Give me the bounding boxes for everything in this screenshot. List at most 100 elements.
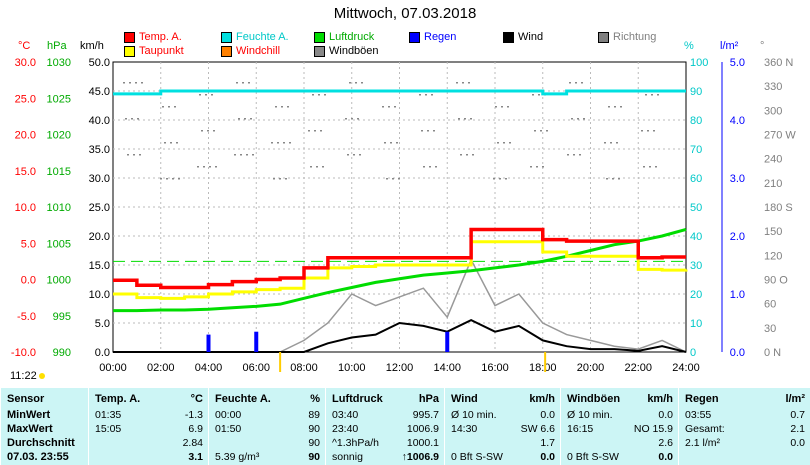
stats-cell-value: NO 15.9 (633, 423, 673, 435)
legend-label: Taupunkt (139, 45, 184, 57)
wind-axis-unit: km/h (80, 40, 104, 52)
direction-point (655, 166, 657, 168)
direction-point (388, 106, 390, 108)
stats-cell-value: ↑1006.9 (401, 451, 439, 463)
x-tick-label: 16:00 (481, 362, 509, 374)
pressure-tick-label: 990 (53, 347, 71, 359)
pressure-axis-unit: hPa (47, 40, 67, 52)
direction-tick-label: 330 (764, 81, 782, 93)
stats-column: Feuchte A.% 00:00 89 01:50 90 90 5.39 g/m³ 90 (208, 388, 326, 465)
temp-tick-label: 10.0 (15, 202, 36, 214)
temp-tick-label: -10.0 (11, 347, 36, 359)
pressure-tick-label: 1030 (47, 57, 71, 69)
stats-cell-label: 15:05 (95, 423, 122, 435)
direction-point (569, 82, 571, 84)
direction-point (575, 82, 577, 84)
direction-point (240, 154, 242, 156)
x-tick-label: 10:00 (338, 362, 366, 374)
direction-point (472, 154, 474, 156)
temp-axis-unit: °C (18, 40, 31, 52)
temp-tick-label: -5.0 (17, 311, 36, 323)
stats-row: 2.84 (89, 436, 209, 450)
legend-label: Richtung (613, 31, 657, 43)
direction-point (355, 82, 357, 84)
direction-point (215, 166, 217, 168)
direction-point (618, 178, 620, 180)
direction-point (425, 94, 427, 96)
direction-point (431, 94, 433, 96)
direction-point (573, 154, 575, 156)
x-tick-label: 18:00 (529, 362, 557, 374)
direction-point (351, 118, 353, 120)
stats-cell-value: 2.1 (790, 423, 805, 435)
stats-cell-value: 89 (308, 409, 320, 421)
direction-point (213, 130, 215, 132)
wind-tick-label: 45.0 (89, 86, 110, 98)
stats-cell-value: 2.6 (658, 437, 673, 449)
direction-point (162, 106, 164, 108)
direction-tick-label: 150 (764, 226, 782, 238)
direction-point (199, 94, 201, 96)
x-tick-label: 24:00 (672, 362, 700, 374)
direction-tick-label: 300 (764, 105, 782, 117)
humidity-axis-unit: % (684, 40, 694, 52)
stats-header: Regen (685, 393, 719, 405)
direction-point (384, 142, 386, 144)
direction-point (359, 154, 361, 156)
stats-row: sonnig ↑1006.9 (326, 450, 445, 464)
direction-tick-label: 180 S (764, 202, 793, 214)
rain-axis-unit: l/m² (720, 40, 739, 52)
direction-point (129, 82, 131, 84)
legend-label: Temp. A. (139, 31, 182, 43)
stats-header-row: Wind km/h (445, 392, 561, 406)
direction-point (427, 130, 429, 132)
x-tick-label: 14:00 (433, 362, 461, 374)
direction-point (279, 178, 281, 180)
stats-header-row: Temp. A. °C (89, 392, 209, 406)
direction-point (501, 106, 503, 108)
direction-point (616, 142, 618, 144)
stats-row: 0 Bft S-SW 0.0 (445, 450, 561, 464)
stats-row: 0 Bft S-SW 0.0 (561, 450, 679, 464)
stats-cell-value: 0.0 (658, 451, 673, 463)
direction-point (164, 142, 166, 144)
direction-point (577, 118, 579, 120)
rain-tick-label: 3.0 (730, 173, 745, 185)
rain-tick-label: 1.0 (730, 289, 745, 301)
direction-point (497, 142, 499, 144)
rain-tick-label: 4.0 (730, 115, 745, 127)
stats-cell-label: Gesamt: (685, 423, 725, 435)
direction-point (287, 106, 289, 108)
stats-cell-value: 6.9 (188, 423, 203, 435)
direction-point (614, 106, 616, 108)
series-line-luftdruck (113, 228, 687, 313)
stats-cell-label: 16:15 (567, 423, 594, 435)
direction-point (211, 94, 213, 96)
pressure-tick-label: 1020 (47, 130, 71, 142)
direction-point (382, 106, 384, 108)
direction-point (460, 154, 462, 156)
stats-row: MaxWert (1, 422, 89, 436)
direction-point (244, 118, 246, 120)
direction-point (493, 178, 495, 180)
temp-tick-label: 25.0 (15, 93, 36, 105)
direction-point (581, 82, 583, 84)
direction-point (275, 106, 277, 108)
stats-cell-value: 90 (308, 423, 320, 435)
direction-point (643, 166, 645, 168)
rain-bar (206, 334, 211, 352)
pressure-tick-label: 1015 (47, 166, 71, 178)
x-tick-label: 12:00 (386, 362, 414, 374)
direction-point (470, 118, 472, 120)
pressure-tick-label: 995 (53, 311, 71, 323)
direction-point (123, 82, 125, 84)
series-line-taupunkt (113, 240, 688, 300)
stats-column: Sensor MinWert MaxWert Durchschnitt 07.03. 2… (0, 388, 89, 465)
direction-point (238, 118, 240, 120)
stats-row: 23:40 1006.9 (326, 422, 445, 436)
series-line-feuchte-a- (113, 89, 686, 96)
direction-point (429, 166, 431, 168)
temp-tick-label: 30.0 (15, 57, 36, 69)
stats-cell-label: MaxWert (7, 423, 53, 435)
direction-point (314, 130, 316, 132)
